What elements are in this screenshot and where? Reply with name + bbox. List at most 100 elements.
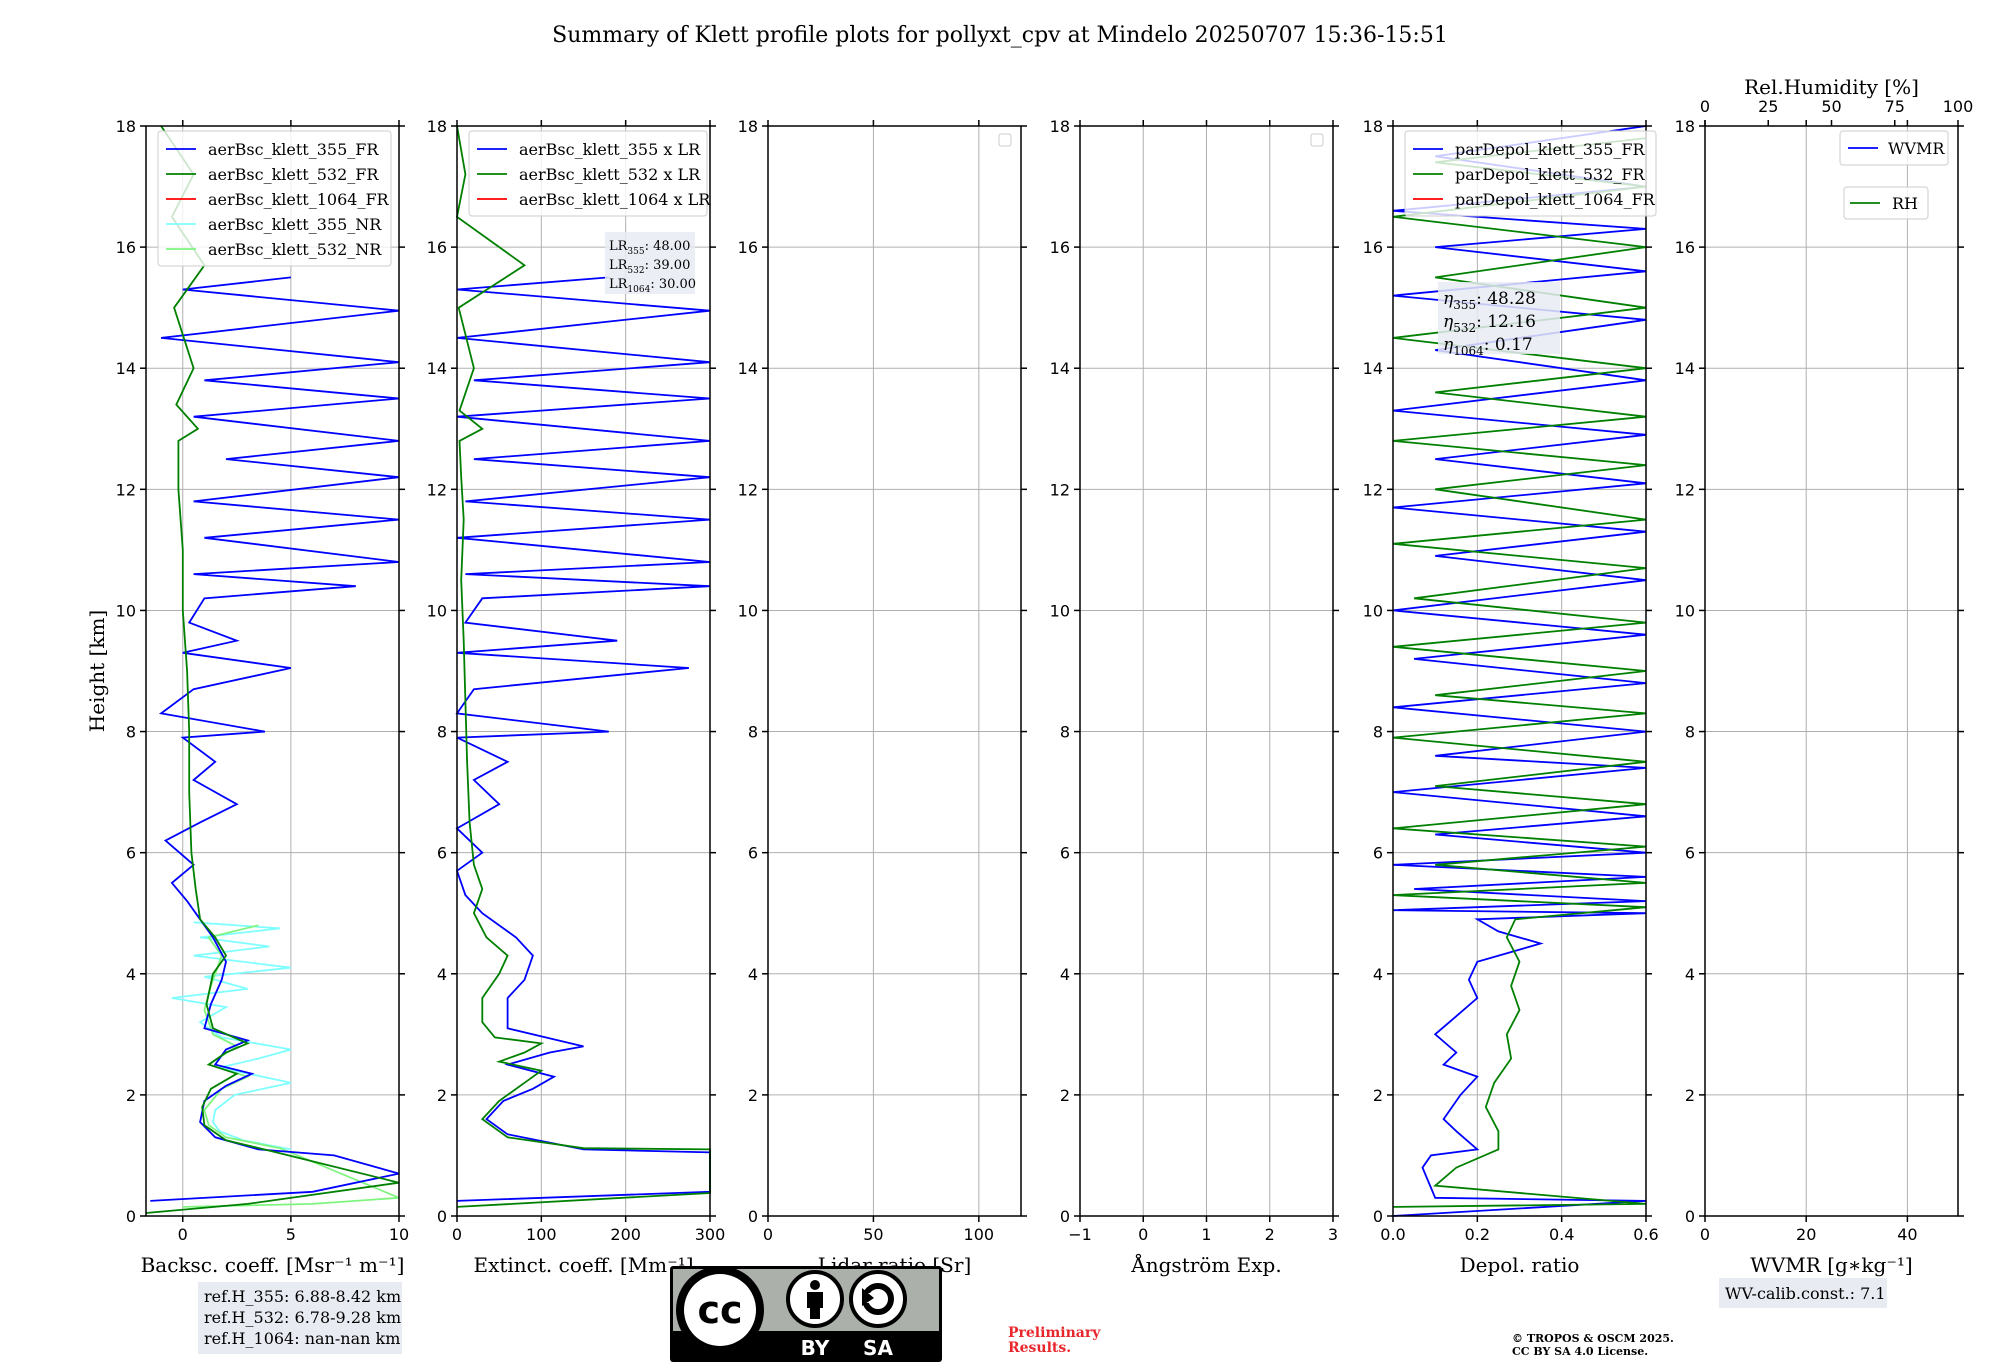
plot-frame [1392, 125, 1647, 1217]
series-line-parDepol_klett_532_FR [1392, 137, 1647, 1208]
y-tick-label: 6 [1685, 844, 1695, 863]
y-tick-label: 14 [738, 359, 758, 378]
legend-label: parDepol_klett_355_FR [1455, 140, 1646, 159]
legend: WVMR RH [1839, 130, 1949, 220]
series-line-parDepol_klett_355_FR [1392, 125, 1647, 1217]
y-tick-label: 8 [1373, 723, 1383, 742]
sa-text: SA [863, 1336, 893, 1360]
y-tick-label: 4 [748, 965, 758, 984]
cc-by-sa-logo: cc BY SA [670, 1266, 942, 1362]
x-axis-label: Backsc. coeff. [Msr⁻¹ m⁻¹] [141, 1253, 405, 1277]
y-tick-label: 4 [126, 965, 136, 984]
legend: parDepol_klett_355_FR parDepol_klett_532_… [1404, 130, 1657, 217]
y-tick-label: 14 [1050, 359, 1070, 378]
cc-text: cc [697, 1288, 742, 1332]
y-tick-label: 2 [437, 1086, 447, 1105]
y-tick-label: 18 [1675, 117, 1695, 136]
y-tick-label: 14 [1675, 359, 1695, 378]
info-box: ref.H_355: 6.88-8.42 km ref.H_532: 6.78-9… [198, 1282, 402, 1354]
y-tick-label: 2 [1373, 1086, 1383, 1105]
annotation-line: LR1064: 30.00 [609, 277, 696, 295]
y-tick-label: 12 [1050, 480, 1070, 499]
y-tick-label: 18 [1363, 117, 1383, 136]
preliminary-line-1: Preliminary [1008, 1325, 1101, 1341]
by-text: BY [801, 1336, 830, 1360]
y-tick-label: 18 [738, 117, 758, 136]
legend-label-rh: RH [1892, 194, 1918, 213]
x-tick-label: 100 [964, 1225, 995, 1244]
y-tick-label: 6 [126, 844, 136, 863]
legend-box [468, 130, 708, 217]
top-axis-tick-label: 50 [1821, 97, 1841, 116]
x-tick-label: 20 [1796, 1225, 1816, 1244]
series-line-aerBsc_klett_532 x LR [456, 125, 711, 1208]
y-tick-label: 18 [427, 117, 447, 136]
legend-box [157, 130, 392, 267]
plot-frame [456, 125, 711, 1217]
legend-label: aerBsc_klett_1064_FR [208, 190, 390, 209]
y-tick-label: 8 [437, 723, 447, 742]
y-tick-label: 16 [738, 238, 758, 257]
y-tick-label: 14 [1363, 359, 1383, 378]
y-tick-label: 6 [437, 844, 447, 863]
y-tick-label: 0 [126, 1207, 136, 1226]
legend-box-wvmr [1839, 130, 1949, 166]
y-tick-label: 0 [1060, 1207, 1070, 1226]
y-tick-label: 4 [1685, 965, 1695, 984]
legend-label: parDepol_klett_532_FR [1455, 165, 1646, 184]
annotation-line: η355: 48.28 [1443, 289, 1536, 312]
legend-label: aerBsc_klett_532 x LR [519, 165, 701, 184]
y-tick-label: 10 [1363, 601, 1383, 620]
y-tick-label: 6 [1060, 844, 1070, 863]
y-tick-label: 14 [116, 359, 136, 378]
y-tick-label: 8 [748, 723, 758, 742]
legend-label: aerBsc_klett_1064 x LR [519, 190, 711, 209]
x-tick-label: 200 [610, 1225, 641, 1244]
y-tick-label: 16 [427, 238, 447, 257]
x-axis-label: Depol. ratio [1460, 1253, 1580, 1277]
y-tick-label: 16 [1363, 238, 1383, 257]
panel-1: 0 2 4 6 8 10 12 14 16 18 0 5 10 Backsc. coeff. [Msr⁻¹… [85, 117, 409, 1354]
legend-label: aerBsc_klett_355 x LR [519, 140, 701, 159]
x-tick-label: 100 [526, 1225, 557, 1244]
x-tick-label: 0.4 [1549, 1225, 1574, 1244]
empty-legend-box [998, 133, 1012, 147]
y-tick-label: 16 [1050, 238, 1070, 257]
y-tick-label: 0 [1373, 1207, 1383, 1226]
x-tick-label: 10 [389, 1225, 409, 1244]
x-axis-label: Ångström Exp. [1130, 1252, 1281, 1277]
y-tick-label: 2 [126, 1086, 136, 1105]
y-tick-label: 12 [427, 480, 447, 499]
info-line: WV-calib.const.: 7.1 [1725, 1284, 1886, 1303]
y-tick-label: 0 [748, 1207, 758, 1226]
y-tick-label: 16 [1675, 238, 1695, 257]
y-tick-label: 0 [437, 1207, 447, 1226]
y-tick-label: 2 [1685, 1086, 1695, 1105]
x-tick-label: 0 [1700, 1225, 1710, 1244]
y-tick-label: 10 [116, 601, 136, 620]
y-tick-label: 6 [748, 844, 758, 863]
x-tick-label: 0.0 [1380, 1225, 1405, 1244]
series-line-aerBsc_klett_355_FR [150, 276, 400, 1202]
x-tick-label: 2 [1265, 1225, 1275, 1244]
legend-box [1404, 130, 1657, 217]
x-tick-label: 0.2 [1465, 1225, 1490, 1244]
y-tick-label: 8 [1685, 723, 1695, 742]
annotation-line: LR532: 39.00 [609, 258, 690, 276]
y-tick-label: 6 [1373, 844, 1383, 863]
x-tick-label: 0 [178, 1225, 188, 1244]
y-tick-label: 10 [427, 601, 447, 620]
top-axis-tick-label: 25 [1758, 97, 1778, 116]
info-line: ref.H_532: 6.78-9.28 km [204, 1308, 401, 1327]
annotation-line: LR355: 48.00 [609, 239, 690, 257]
x-axis-label: Extinct. coeff. [Mm⁻¹] [473, 1253, 693, 1277]
y-tick-label: 8 [126, 723, 136, 742]
copyright-note: © TROPOS & OSCM 2025. CC BY SA 4.0 Licen… [1512, 1332, 1674, 1358]
plot-frame [1079, 125, 1334, 1217]
x-tick-label: 40 [1897, 1225, 1917, 1244]
info-line: ref.H_1064: nan-nan km [204, 1329, 400, 1348]
